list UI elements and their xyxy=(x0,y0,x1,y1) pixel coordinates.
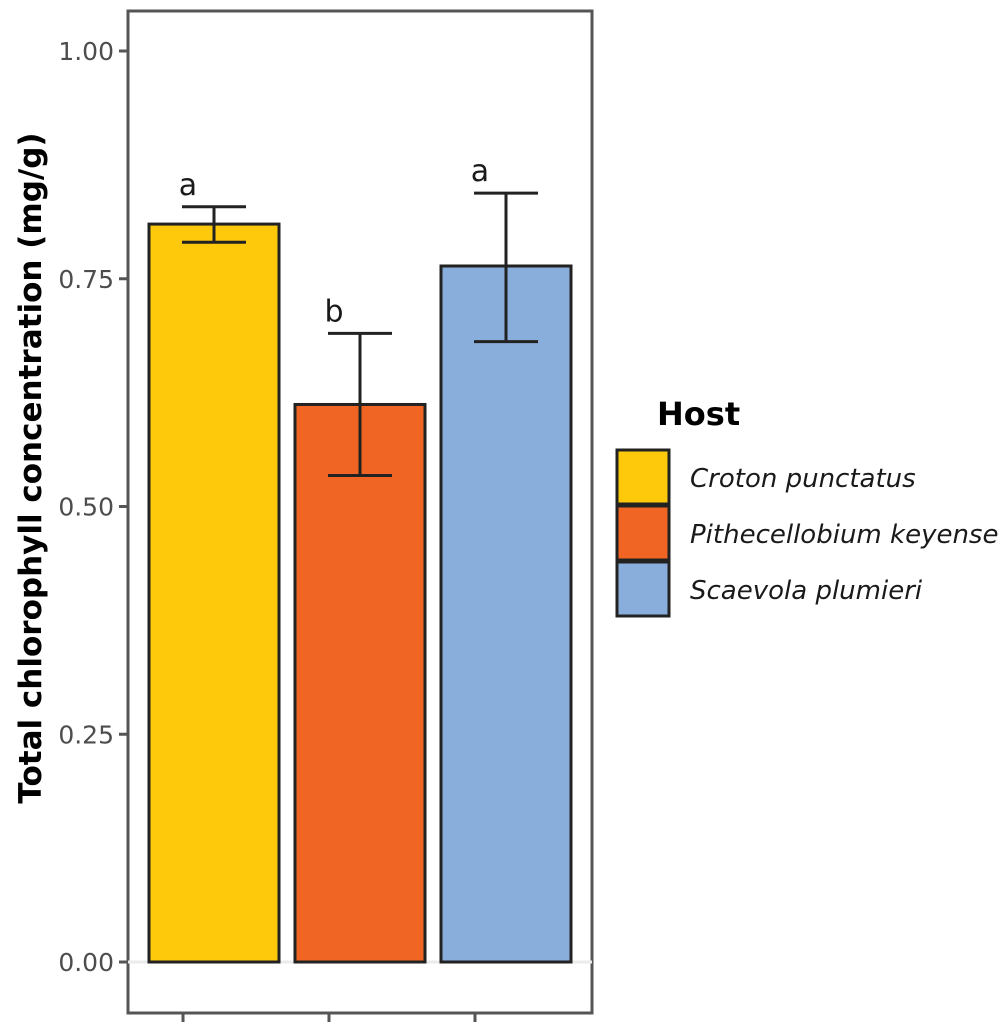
bar xyxy=(147,222,281,964)
significance-label: b xyxy=(324,294,343,329)
bar xyxy=(293,402,427,964)
y-tick-label: 0.00 xyxy=(58,948,114,977)
y-tick-label: 0.25 xyxy=(58,720,114,749)
y-tick-label: 0.50 xyxy=(58,493,114,522)
significance-labels: a b a xyxy=(179,154,489,329)
legend: Host Croton punctatus Pithecellobium keye… xyxy=(615,395,998,618)
bar xyxy=(439,264,573,964)
error-bars xyxy=(182,191,538,478)
significance-label: a xyxy=(471,154,489,189)
y-axis-title: Total chlorophyll concentration (mg/g) xyxy=(13,132,49,803)
x-axis-ticks xyxy=(181,1013,477,1022)
legend-swatch xyxy=(615,448,671,506)
legend-items: Croton punctatus Pithecellobium keyense Sc… xyxy=(615,448,998,618)
y-tick-label: 0.75 xyxy=(58,265,114,294)
y-tick-label: 1.00 xyxy=(58,37,114,66)
legend-swatch xyxy=(615,560,671,618)
legend-label: Pithecellobium keyense xyxy=(690,520,998,550)
significance-label: a xyxy=(179,168,197,203)
legend-label: Scaevola plumieri xyxy=(690,576,923,606)
legend-label: Croton punctatus xyxy=(690,464,916,494)
legend-swatch xyxy=(615,504,671,562)
y-axis: 0.00 0.25 0.50 0.75 1.00 xyxy=(58,37,128,977)
bars xyxy=(147,222,573,964)
legend-title: Host xyxy=(657,395,740,433)
